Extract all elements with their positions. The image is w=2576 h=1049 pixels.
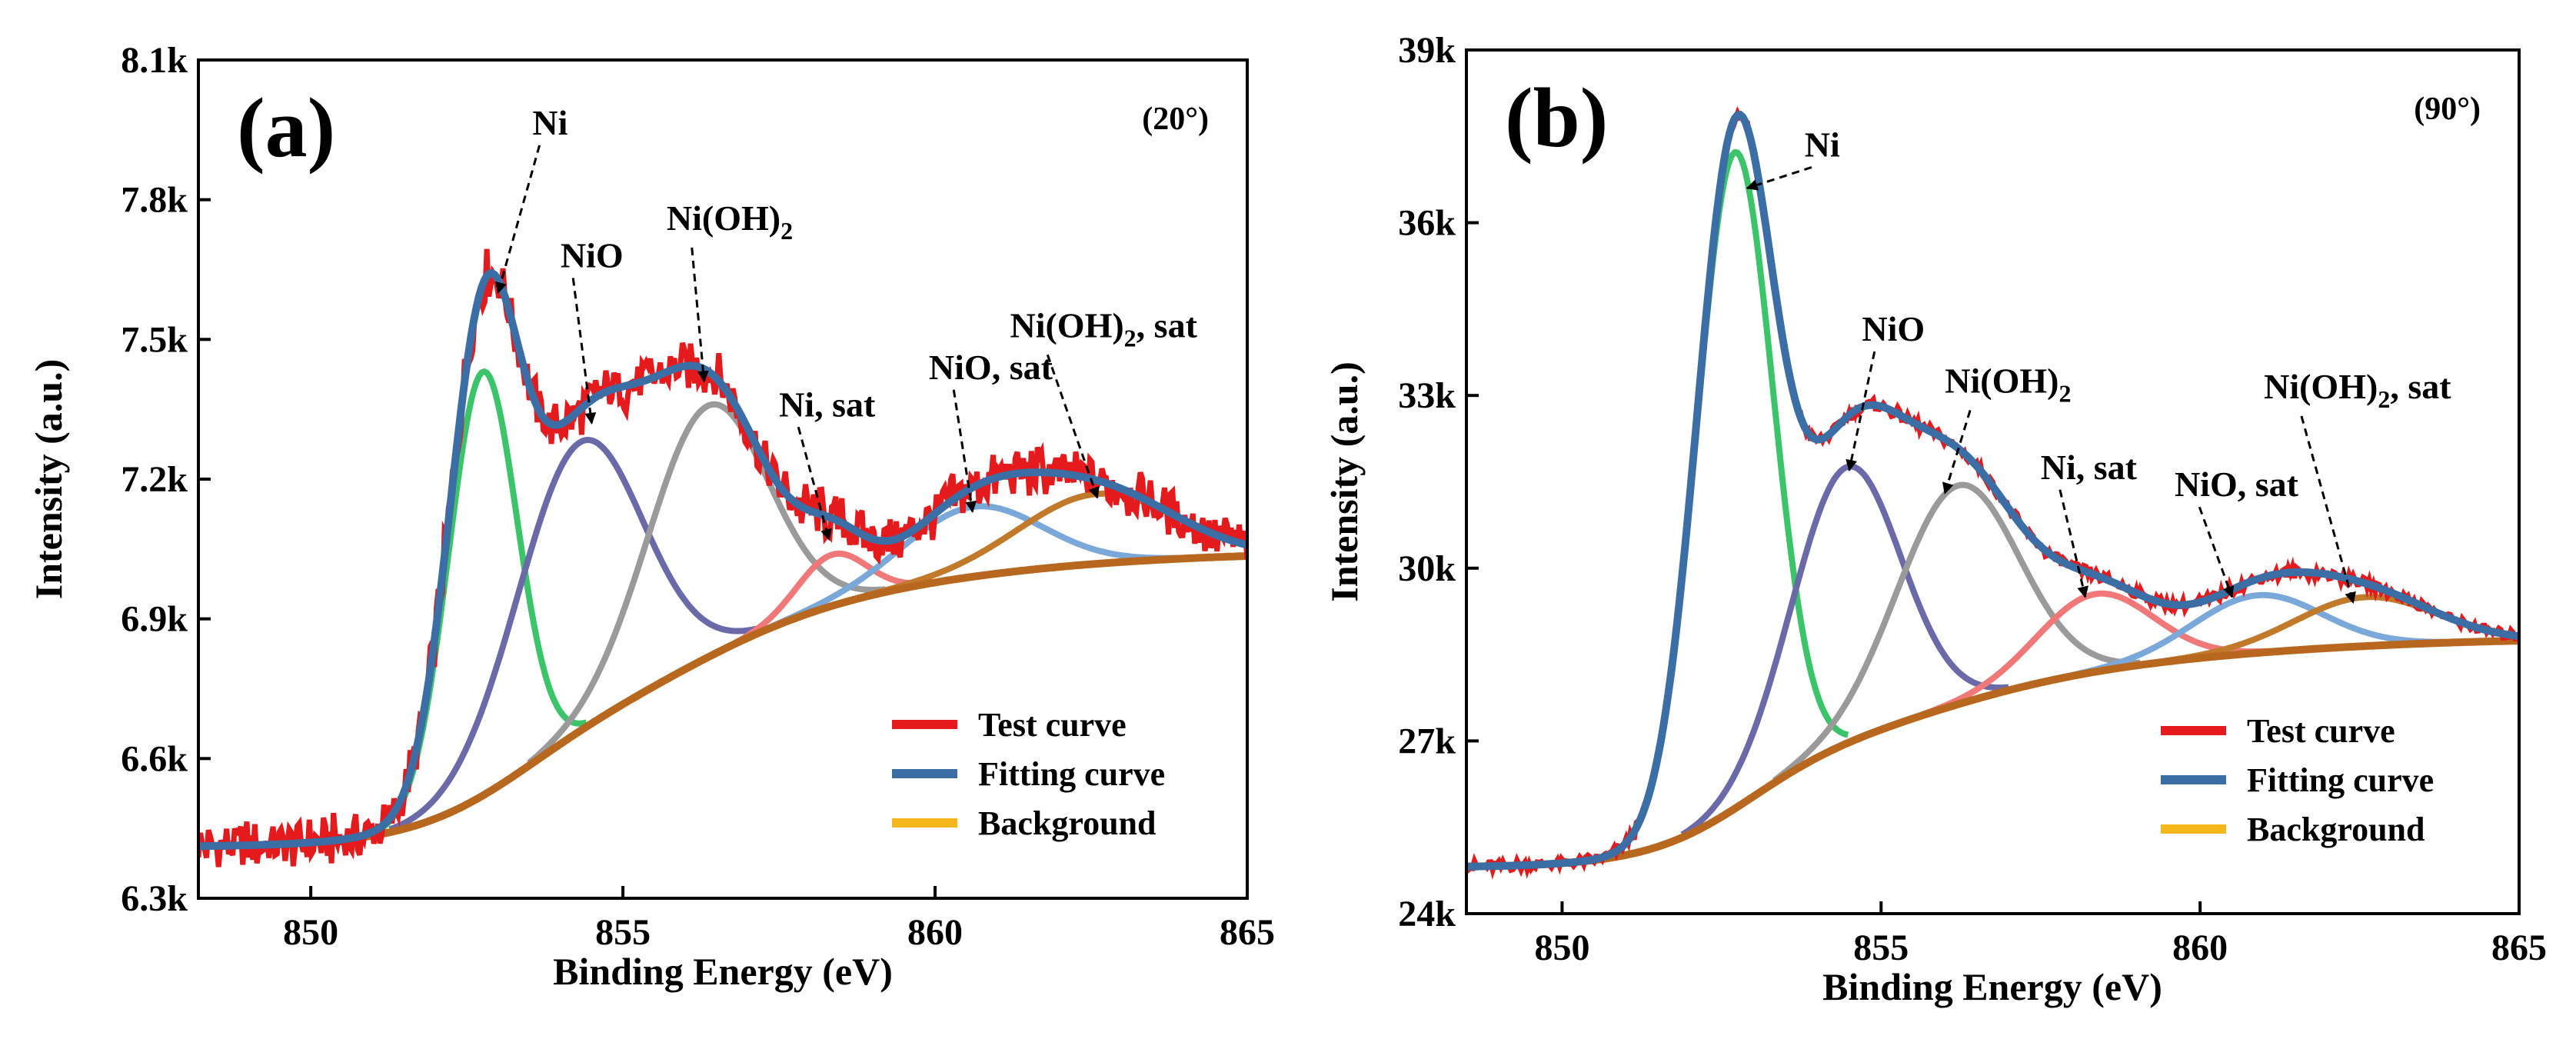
y-tick-label: 24k <box>1398 894 1456 934</box>
annotation-arrow <box>2058 489 2089 598</box>
legend-label: Background <box>2247 811 2425 848</box>
legend-label: Background <box>978 804 1157 842</box>
y-tick-label: 30k <box>1398 548 1456 589</box>
x-tick-label: 860 <box>2172 927 2228 968</box>
annotation-arrow <box>571 278 597 425</box>
peak-ni-oh-2-sat <box>2152 594 2519 666</box>
annotation-arrow <box>2300 415 2356 604</box>
annotation-label: NiO <box>561 235 624 275</box>
x-tick-label: 865 <box>1220 912 1275 953</box>
angle-label: (90°) <box>2414 92 2481 127</box>
fitting-curve <box>1466 110 2519 871</box>
y-tick-label: 27k <box>1398 721 1456 761</box>
fitting-curve <box>198 269 1247 851</box>
x-tick-label: 865 <box>2491 927 2547 968</box>
annotation-arrow <box>797 426 832 541</box>
background-curve <box>1466 637 2519 871</box>
panel-a: 850 855 860 865 6.3k 6.6k 6.9k 7.2k 7.5k 7.8k 8.1k… <box>27 40 1275 993</box>
background-curve <box>198 552 1247 851</box>
plot-area <box>1466 106 2519 880</box>
annotation-label: Ni(OH)2, sat <box>2264 367 2451 413</box>
peak-ni-oh-2 <box>1772 481 2141 784</box>
annotation-arrow <box>691 247 709 383</box>
annotation-arrow <box>1746 166 1812 191</box>
annotation-label: NiO, sat <box>929 348 1053 387</box>
annotation-label: Ni <box>1805 125 1840 165</box>
panel-label: (a) <box>237 81 335 175</box>
peak-nio <box>388 437 769 833</box>
axes-frame <box>1465 48 2521 915</box>
y-tick-label: 7.5k <box>121 319 188 360</box>
y-tick-label: 39k <box>1398 30 1456 71</box>
y-tick-label: 6.9k <box>121 599 188 640</box>
x-tick-label: 850 <box>1534 927 1589 968</box>
annotation-label: Ni(OH)2 <box>1945 361 2071 407</box>
x-axis-title: Binding Energy (eV) <box>553 950 893 993</box>
annotation-arrow <box>952 389 977 513</box>
legend-label: Fitting curve <box>978 755 1165 793</box>
y-tick-label: 7.8k <box>121 180 188 221</box>
annotation-label: Ni <box>532 103 567 142</box>
peak-nio-sat <box>2065 591 2451 680</box>
y-tick-label: 36k <box>1398 203 1456 244</box>
legend-label: Test curve <box>2247 712 2395 750</box>
annotation-label: Ni, sat <box>2041 448 2138 487</box>
peak-ni-sat <box>1920 590 2270 718</box>
y-tick-label: 33k <box>1398 375 1456 416</box>
y-axis-title: Intensity (a.u.) <box>27 359 70 600</box>
x-tick-label: 860 <box>907 912 963 953</box>
x-tick-label: 855 <box>595 912 651 953</box>
annotation-label: NiO, sat <box>2175 465 2299 504</box>
annotation-label: Ni(OH)2, sat <box>1010 305 1197 351</box>
y-tick-label: 6.6k <box>121 738 188 779</box>
peak-ni-oh-2 <box>527 401 886 766</box>
panel-b: 850 855 860 865 24k 27k 30k 33k 36k 39k Binding En… <box>1323 30 2547 1008</box>
legend-label: Fitting curve <box>2247 761 2434 799</box>
legend-label: Test curve <box>978 706 1127 744</box>
x-tick-label: 855 <box>1853 927 1909 968</box>
annotation-arrow <box>1942 410 1972 495</box>
panel-label: (b) <box>1505 71 1608 165</box>
y-tick-label: 7.2k <box>121 459 188 500</box>
x-axis-title: Binding Energy (eV) <box>1822 965 2162 1008</box>
x-tick-label: 850 <box>283 912 338 953</box>
annotation-label: NiO <box>1862 309 1925 348</box>
angle-label: (20°) <box>1142 102 1209 137</box>
y-axis-title: Intensity (a.u.) <box>1323 361 1366 602</box>
y-tick-label: 8.1k <box>121 40 188 81</box>
y-tick-label: 6.3k <box>121 878 188 919</box>
annotation-label: Ni(OH)2 <box>667 198 793 245</box>
annotation-arrow <box>2198 506 2235 598</box>
annotation-label: Ni, sat <box>779 385 876 424</box>
peak-nio <box>1680 463 2009 838</box>
peak-ni-sat <box>726 550 936 650</box>
annotation-arrow <box>1845 351 1876 471</box>
